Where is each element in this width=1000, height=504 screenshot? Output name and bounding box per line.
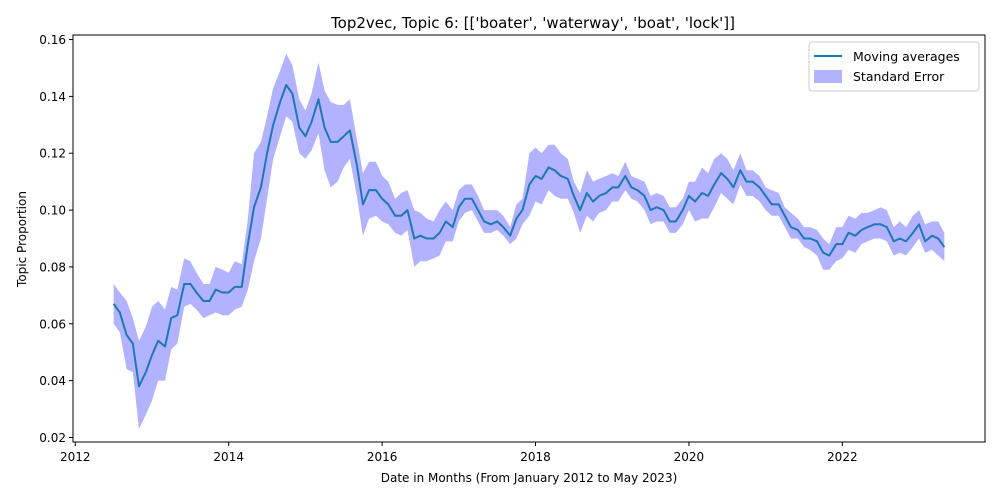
y-tick-label: 0.10	[39, 204, 66, 218]
x-tick-label: 2014	[213, 450, 244, 464]
plot-frame	[72, 34, 986, 443]
y-tick-label: 0.04	[39, 374, 66, 388]
x-axis: 2012 2014 2016 2018 2020 2022	[60, 442, 858, 464]
y-axis: 0.02 0.04 0.06 0.08 0.10 0.12 0.14 0.16	[39, 33, 73, 445]
x-tick-label: 2022	[827, 450, 858, 464]
y-tick-label: 0.02	[39, 431, 66, 445]
y-tick-label: 0.12	[39, 147, 66, 161]
x-tick-label: 2012	[60, 450, 91, 464]
y-tick-label: 0.06	[39, 317, 66, 331]
chart-title: Top2vec, Topic 6: [['boater', 'waterway'…	[330, 14, 735, 32]
band-layer	[113, 53, 945, 429]
y-tick-label: 0.16	[39, 33, 66, 47]
line-layer	[112, 84, 946, 388]
legend: Moving averages Standard Error	[808, 41, 980, 92]
y-tick-label: 0.08	[39, 260, 66, 274]
legend-swatch-standard-error	[814, 70, 842, 83]
legend-label-moving-averages: Moving averages	[853, 49, 960, 64]
y-tick-label: 0.14	[39, 90, 66, 104]
series-line-moving-averages	[112, 84, 946, 388]
legend-box	[808, 41, 980, 92]
legend-label-standard-error: Standard Error	[853, 69, 945, 84]
x-tick-label: 2018	[520, 450, 551, 464]
x-axis-label: Date in Months (From January 2012 to May…	[381, 471, 678, 485]
x-tick-label: 2020	[674, 450, 705, 464]
y-axis-label: Topic Proportion	[15, 191, 29, 288]
standard-error-band	[113, 53, 945, 429]
x-tick-label: 2016	[367, 450, 398, 464]
